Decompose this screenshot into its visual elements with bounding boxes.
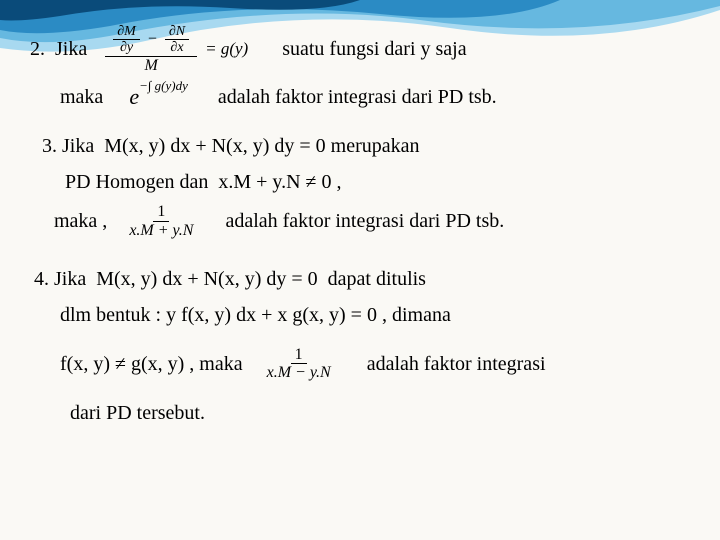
- item-4: 4. Jika M(x, y) dx + N(x, y) dy = 0 dapa…: [34, 264, 690, 428]
- item2-text1: suatu fungsi dari y saja: [282, 34, 466, 64]
- item2-exponential: e −∫ g(y)dy: [129, 80, 188, 113]
- item2-maka: maka: [60, 82, 103, 112]
- item4-line4: dari PD tersebut.: [70, 398, 205, 428]
- item4-cond: f(x, y) ≠ g(x, y) , maka: [60, 349, 243, 379]
- item2-main-fraction: ∂M ∂y − ∂N ∂x M: [105, 24, 197, 74]
- item4-fraction: 1 x.M − y.N: [263, 346, 335, 382]
- item2-eq-rhs: = g(y): [205, 36, 248, 62]
- item-2: 2. Jika ∂M ∂y − ∂N ∂x M = g(y): [30, 24, 690, 113]
- item4-line1: 4. Jika M(x, y) dx + N(x, y) dy = 0 dapa…: [34, 264, 426, 294]
- item2-jika: 2. Jika: [30, 34, 87, 64]
- item-3: 3. Jika M(x, y) dx + N(x, y) dy = 0 meru…: [42, 131, 690, 239]
- item3-text: adalah faktor integrasi dari PD tsb.: [225, 206, 504, 236]
- slide-content: 2. Jika ∂M ∂y − ∂N ∂x M = g(y): [0, 0, 720, 466]
- item3-line2: PD Homogen dan x.M + y.N ≠ 0 ,: [60, 167, 342, 197]
- item3-fraction: 1 x.M + y.N: [125, 203, 197, 239]
- item2-text2: adalah faktor integrasi dari PD tsb.: [218, 82, 497, 112]
- item3-maka: maka ,: [54, 206, 107, 236]
- item3-line1: 3. Jika M(x, y) dx + N(x, y) dy = 0 meru…: [42, 131, 420, 161]
- item4-text: adalah faktor integrasi: [367, 349, 546, 379]
- item4-line2: dlm bentuk : y f(x, y) dx + x g(x, y) = …: [60, 300, 451, 330]
